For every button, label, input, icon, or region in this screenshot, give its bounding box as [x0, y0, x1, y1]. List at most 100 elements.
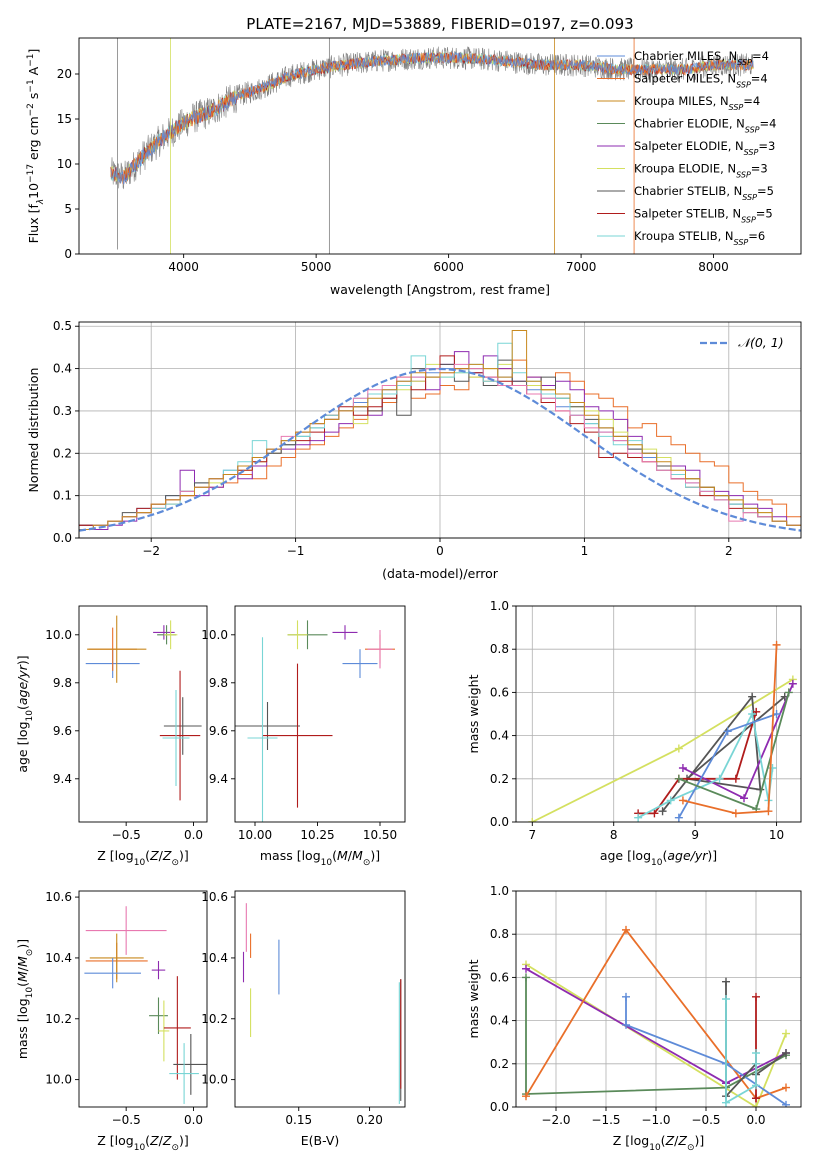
error-bar-point: [235, 702, 300, 750]
x-tick-label: 6000: [433, 260, 464, 274]
x-axis-label: E(B-V): [301, 1133, 340, 1148]
x-axis-label: Z [log10(Z/Z⊙)]: [613, 1133, 705, 1153]
metallicity-weight-plot: −2.0 −1.5 −1.0 −0.5 0.0 0.0 0.2 0.4 0.6 0.8 1.0 Z […: [466, 884, 802, 1153]
error-bar-point: [332, 625, 358, 640]
error-bar-point: [163, 620, 178, 650]
y-tick-label: 9.8: [53, 676, 72, 690]
error-bar-point: [151, 960, 166, 980]
legend-entry: 𝒩(0, 1): [738, 335, 784, 350]
y-tick-label: 15: [57, 112, 72, 126]
weight-marker: [722, 977, 730, 986]
gaussian-curve: [79, 367, 801, 532]
x-tick-label: 8: [610, 828, 618, 842]
spectrum-lines: [110, 38, 754, 254]
y-tick-label: 0.8: [490, 927, 509, 941]
legend-entry: Chabrier ELODIE, NSSP=4: [634, 117, 776, 135]
weight-marker: [784, 688, 793, 697]
extinction-mass-plot: 0.15 0.20 10.0 10.2 10.4 10.6 E(B-V): [201, 890, 406, 1148]
error-bar-point: [262, 663, 333, 808]
metallicity-age-plot: −0.5 0.0 9.4 9.6 9.8 10.0 Z [log10(Z/Z⊙)] age […: [15, 605, 208, 868]
weight-marker: [748, 710, 757, 718]
y-tick-label: 0.0: [53, 531, 72, 545]
legend-entry: Chabrier MILES, NSSP=4: [634, 49, 769, 67]
y-tick-label: 9.8: [209, 676, 228, 690]
y-tick-label: 0.6: [490, 970, 509, 984]
weight-marker: [522, 973, 530, 982]
y-tick-label: 10.2: [45, 1012, 72, 1026]
weight-marker: [723, 727, 732, 736]
weight-marker: [752, 1059, 760, 1068]
weight-marker: [782, 1100, 790, 1107]
error-bar-point: [85, 906, 167, 955]
spectrum-plot: 4000 5000 6000 7000 8000 0 5 10 15 20 wavelength […: [26, 37, 802, 297]
weight-marker: [748, 692, 757, 701]
x-axis-label: Z [log10(Z/Z⊙)]: [97, 1133, 189, 1153]
weight-marker: [782, 1083, 790, 1092]
y-tick-label: 9.6: [209, 724, 228, 738]
x-tick-label: 5000: [301, 260, 332, 274]
histograms: [79, 330, 801, 538]
weight-marker: [740, 794, 748, 803]
y-axis-label: mass weight: [466, 959, 481, 1038]
weight-marker: [622, 925, 630, 934]
y-tick-label: 0.4: [490, 1014, 509, 1028]
weight-marker: [678, 764, 687, 772]
error-bars: [84, 906, 207, 1104]
weight-lines: [522, 925, 790, 1107]
x-tick-label: 0.15: [285, 1113, 312, 1127]
metallicity-mass-plot: −0.5 0.0 10.0 10.2 10.4 10.6 Z [log10(Z/Z⊙)] ma…: [15, 890, 208, 1153]
y-tick-label: 20: [57, 67, 72, 81]
residual-histogram-plot: −2 −1 0 1 2 0.0 0.1 0.2 0.3 0.4 0.5 (data-model)/er…: [26, 319, 802, 581]
spectrum-line: [110, 51, 754, 185]
y-tick-label: 10.6: [45, 890, 72, 904]
weight-marker: [752, 1081, 760, 1090]
y-tick-label: 9.4: [53, 772, 72, 786]
y-axis-label: age [log10(age/yr)]: [15, 655, 35, 772]
legend-entry: Chabrier STELIB, NSSP=5: [634, 184, 774, 202]
error-bars: [242, 903, 402, 1104]
error-bar-point: [162, 690, 190, 786]
error-bar-point: [173, 1033, 207, 1095]
weight-marker: [622, 992, 630, 1001]
error-bar-point: [287, 620, 308, 650]
y-tick-label: 0.6: [490, 685, 509, 699]
axes-frame: [515, 605, 802, 823]
x-tick-label: 10.50: [363, 828, 397, 842]
weight-series: [674, 710, 781, 822]
x-tick-label: 10.00: [238, 828, 272, 842]
figure-title: PLATE=2167, MJD=53889, FIBERID=0197, z=0…: [246, 15, 633, 33]
x-tick-label: −0.5: [112, 828, 141, 842]
error-bar-point: [342, 649, 378, 678]
weight-marker: [666, 796, 675, 805]
y-axis-label: Flux [fλ10−17 erg cm−2 s−1 A−1]: [26, 49, 46, 244]
x-tick-label: −1: [287, 544, 305, 558]
histogram-series: [79, 330, 801, 538]
weight-marker: [650, 809, 659, 818]
y-tick-label: 10: [57, 157, 72, 171]
axes-frame: [515, 890, 802, 1108]
y-tick-label: 0.0: [490, 1100, 509, 1114]
y-tick-label: 10.2: [201, 1012, 228, 1026]
error-bar-point: [159, 670, 201, 801]
weight-marker: [772, 640, 781, 649]
weight-marker: [782, 1029, 790, 1038]
weight-series: [722, 995, 760, 1107]
x-tick-label: 10.25: [300, 828, 334, 842]
x-tick-label: 2: [725, 544, 733, 558]
weight-marker: [764, 807, 773, 816]
weight-marker: [674, 813, 683, 822]
axes-frame: [234, 605, 406, 823]
x-axis-label: wavelength [Angstrom, rest frame]: [330, 282, 550, 297]
y-tick-label: 0.2: [490, 1057, 509, 1071]
weight-marker: [658, 807, 667, 816]
y-tick-label: 0: [64, 247, 72, 261]
x-tick-label: 10: [769, 828, 784, 842]
x-tick-label: −1.0: [641, 1113, 670, 1127]
error-bar-point: [163, 976, 191, 1080]
axes-frame: [78, 605, 208, 823]
y-tick-label: 10.4: [45, 951, 72, 965]
x-tick-label: 0.20: [356, 1113, 383, 1127]
weight-marker: [522, 1092, 530, 1101]
error-bar-point: [169, 1043, 199, 1104]
